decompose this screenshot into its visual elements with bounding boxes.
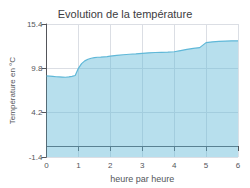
svg-text:4.2: 4.2 xyxy=(31,108,43,117)
svg-text:15.4: 15.4 xyxy=(27,20,43,29)
svg-text:-1.4: -1.4 xyxy=(29,153,43,162)
svg-text:9.8: 9.8 xyxy=(31,64,43,73)
svg-text:6: 6 xyxy=(236,161,241,170)
svg-text:1: 1 xyxy=(76,161,81,170)
svg-text:4: 4 xyxy=(172,161,177,170)
svg-text:2: 2 xyxy=(108,161,113,170)
svg-text:heure par heure: heure par heure xyxy=(110,174,174,184)
svg-text:Evolution de la température: Evolution de la température xyxy=(58,8,193,20)
svg-text:Température en °C: Température en °C xyxy=(8,57,17,124)
svg-text:3: 3 xyxy=(140,161,145,170)
svg-text:0: 0 xyxy=(44,161,49,170)
svg-text:5: 5 xyxy=(204,161,209,170)
